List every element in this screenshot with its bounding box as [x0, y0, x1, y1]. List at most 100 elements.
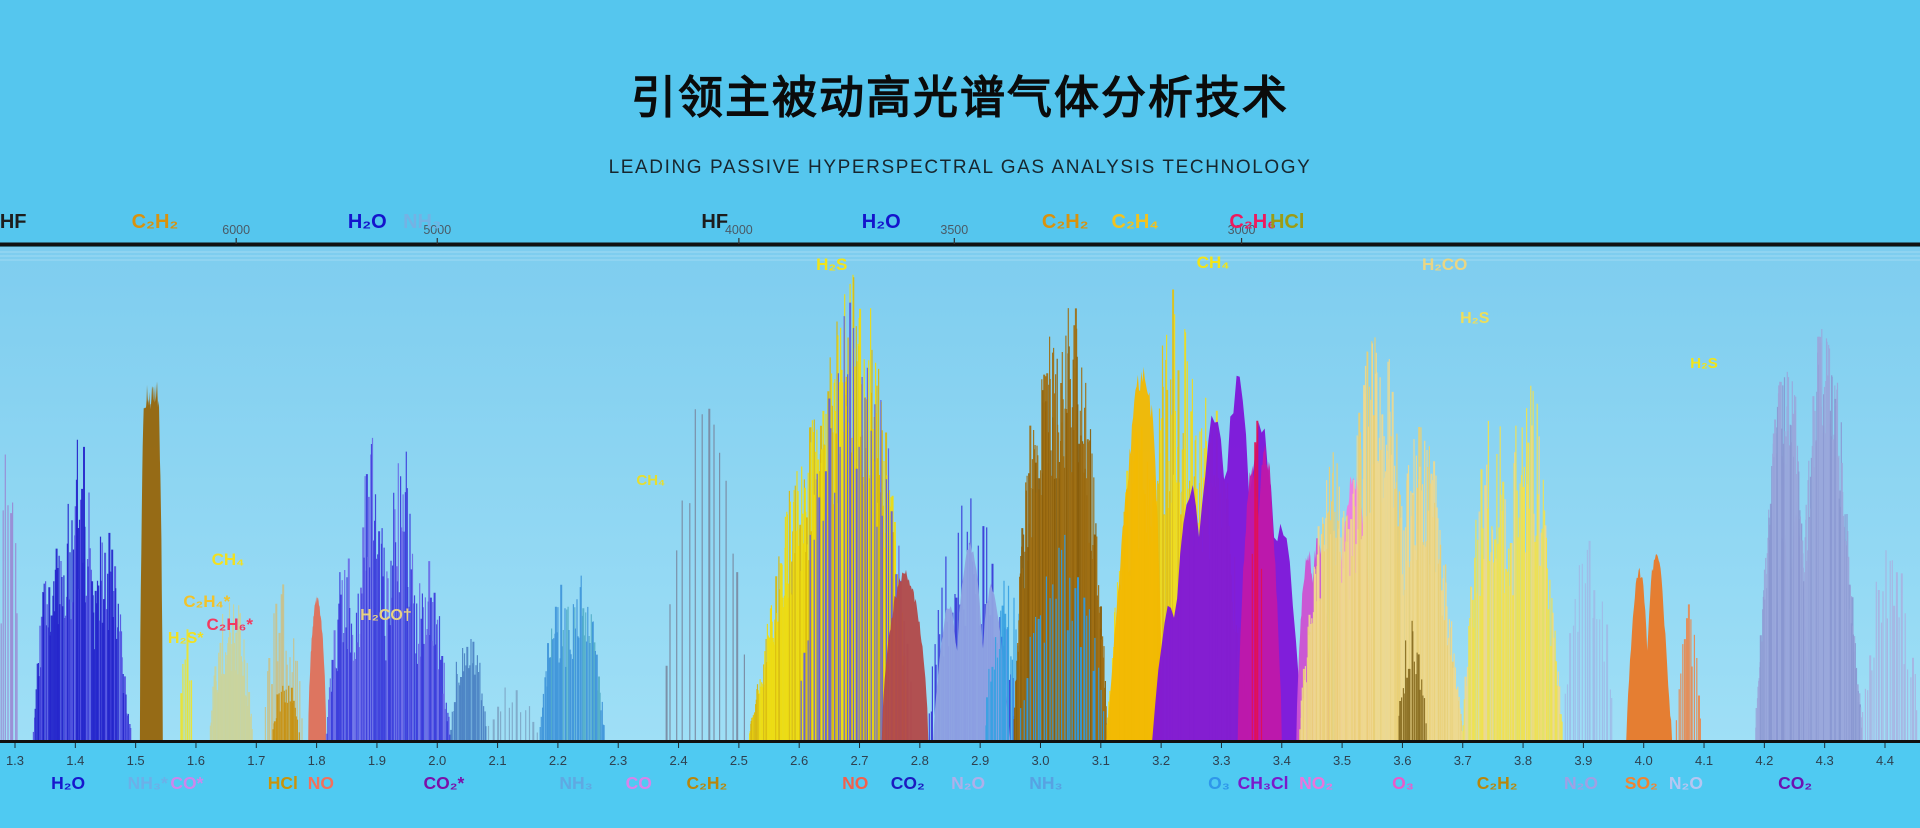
bottom-axis-line — [0, 740, 1920, 743]
bottom-gas-label: CO₂* — [423, 773, 464, 793]
spectral-band — [1564, 540, 1613, 742]
bottom-axis-tick-label: 3.7 — [1454, 753, 1472, 768]
spectral-band — [1020, 534, 1105, 742]
bottom-axis-tick-label: 2.8 — [911, 753, 929, 768]
top-axis-tick-label: 3500 — [940, 223, 968, 237]
spectral-band — [308, 595, 327, 742]
spectral-band — [881, 569, 929, 742]
top-gas-label: C₂H₆ — [1229, 211, 1276, 233]
spectral-band — [1398, 620, 1427, 742]
bottom-gas-label: N₂O — [1564, 773, 1598, 793]
bottom-axis-tick-label: 3.4 — [1273, 753, 1291, 768]
top-gas-label: H₂O — [862, 211, 901, 233]
spectral-band — [209, 602, 253, 742]
bottom-axis-tick-label: 4.4 — [1876, 753, 1894, 768]
inline-gas-label: H₂S — [1690, 355, 1718, 372]
bottom-axis-tick-label: 3.6 — [1393, 753, 1411, 768]
bottom-axis-tick-label: 1.3 — [6, 753, 24, 768]
spectral-band — [1462, 385, 1563, 742]
bottom-axis-tick-label: 2.9 — [971, 753, 989, 768]
bottom-axis-tick-label: 2.1 — [489, 753, 507, 768]
bottom-gas-label: HCl — [268, 773, 298, 793]
spectral-band — [32, 439, 132, 742]
page-subtitle: LEADING PASSIVE HYPERSPECTRAL GAS ANALYS… — [608, 157, 1312, 178]
top-gas-label: H₂O — [348, 211, 387, 233]
bottom-gas-label: C₂H₂ — [686, 773, 727, 793]
top-gas-label: HF — [0, 211, 27, 233]
bottom-gas-label: CO* — [170, 773, 203, 793]
top-gas-label: NH₃ — [403, 211, 441, 233]
top-gas-label: C₂H₂ — [132, 211, 179, 233]
bottom-axis-tick-label: 1.6 — [187, 753, 205, 768]
spectral-band — [1755, 329, 1863, 742]
top-gas-label: C₂H₂ — [1042, 211, 1089, 233]
top-gas-label: C₂H₄ — [1112, 211, 1159, 233]
bottom-gas-label: N₂O — [951, 773, 985, 793]
bottom-axis-tick-label: 1.9 — [368, 753, 386, 768]
bottom-gas-label: CO₂ — [1778, 773, 1812, 793]
bottom-gas-label: N₂O — [1669, 773, 1703, 793]
inline-gas-label: CH₄ — [212, 550, 245, 569]
top-axis-tick-label: 6000 — [222, 223, 250, 237]
spectral-band — [1861, 550, 1918, 742]
top-axis-line — [0, 242, 1920, 247]
top-axis-tick-label: 3000 — [1228, 223, 1256, 237]
bottom-axis-tick-label: 4.0 — [1635, 753, 1653, 768]
bottom-axis-tick-label: 3.0 — [1031, 753, 1049, 768]
spectral-band — [1251, 420, 1263, 742]
bottom-axis-tick-label: 1.5 — [127, 753, 145, 768]
bottom-axis-tick-label: 2.7 — [850, 753, 868, 768]
bottom-gas-label: O₃ — [1392, 773, 1414, 793]
spectral-band — [539, 575, 605, 742]
bottom-axis-tick-label: 1.4 — [66, 753, 84, 768]
spectral-band — [665, 408, 746, 742]
spectral-band — [325, 437, 452, 742]
bottom-axis-tick-label: 2.4 — [670, 753, 688, 768]
bottom-axis-tick-label: 3.8 — [1514, 753, 1532, 768]
bottom-axis-tick-label: 4.3 — [1816, 753, 1834, 768]
bottom-axis-tick-label: 2.0 — [428, 753, 446, 768]
bottom-axis-tick-label: 3.2 — [1152, 753, 1170, 768]
bottom-axis-tick-label: 1.7 — [247, 753, 265, 768]
bottom-gas-label: CH₃Cl — [1238, 773, 1289, 793]
spectral-band — [272, 685, 300, 742]
top-gas-label: HF — [701, 211, 728, 233]
bottom-axis-tick-label: 2.6 — [790, 753, 808, 768]
spectral-band — [1626, 554, 1673, 742]
inline-gas-label: C₂H₆* — [207, 615, 254, 634]
inline-gas-label: H₂CO† — [360, 607, 412, 624]
top-gas-label: HCl — [1270, 211, 1304, 233]
bottom-gas-label: NH₃ — [1029, 773, 1062, 793]
spectral-band — [139, 381, 163, 742]
spectral-band — [1106, 366, 1163, 742]
page-title: 引领主被动高光谱气体分析技术 — [630, 72, 1289, 123]
bottom-axis-tick-label: 2.2 — [549, 753, 567, 768]
top-axis-tick-label: 5000 — [423, 223, 451, 237]
bottom-gas-label: NO — [842, 773, 868, 793]
bottom-gas-label: O₃ — [1208, 773, 1230, 793]
bottom-axis-tick-label: 2.5 — [730, 753, 748, 768]
bottom-axis-tick-label: 3.5 — [1333, 753, 1351, 768]
bottom-axis-tick-label: 3.9 — [1574, 753, 1592, 768]
bottom-gas-label: C₂H₂ — [1477, 773, 1518, 793]
bottom-gas-label: SO₂ — [1625, 773, 1658, 793]
spectral-band — [1237, 443, 1282, 742]
bottom-gas-label: NH₃* — [128, 773, 168, 793]
bottom-gas-label: H₂O — [51, 773, 85, 793]
spectral-band — [1675, 604, 1702, 742]
bottom-gas-label: CO₂ — [891, 773, 925, 793]
bottom-axis-tick-label: 4.1 — [1695, 753, 1713, 768]
bottom-gas-label: NO — [308, 773, 334, 793]
bottom-gas-label: NO₂ — [1299, 773, 1333, 793]
spectral-band — [180, 629, 193, 742]
inline-gas-label: H₂CO — [1422, 255, 1467, 274]
spectral-band — [487, 687, 538, 742]
bottom-axis-tick-label: 3.1 — [1092, 753, 1110, 768]
inline-gas-label: C₂H₄* — [183, 592, 230, 611]
inline-gas-label: H₂S* — [168, 630, 204, 647]
spectral-band — [450, 639, 487, 742]
spectral-band — [0, 454, 18, 742]
bottom-axis-tick-label: 1.8 — [308, 753, 326, 768]
